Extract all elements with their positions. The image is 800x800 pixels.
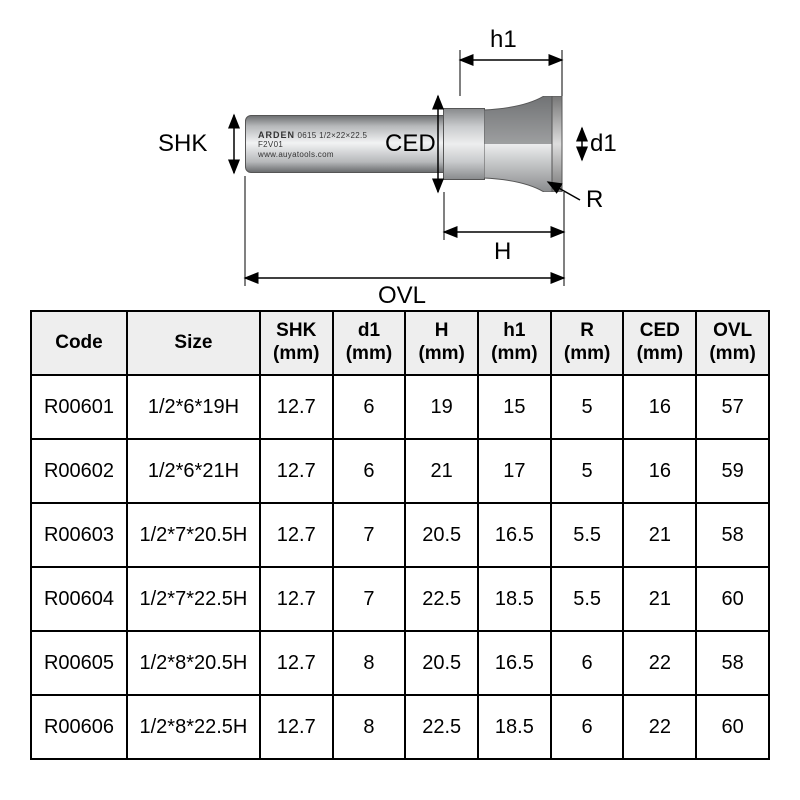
table-cell: 6 [551,695,624,759]
table-cell: 20.5 [405,631,478,695]
table-cell: 18.5 [478,695,551,759]
table-cell: 16 [623,375,696,439]
col-h: H(mm) [405,311,478,375]
table-cell: 12.7 [260,695,333,759]
table-cell: 5.5 [551,503,624,567]
table-cell: 22 [623,695,696,759]
table-cell: 12.7 [260,503,333,567]
table-cell: 8 [333,695,406,759]
header-row: Code Size SHK(mm) d1(mm) H(mm) h1(mm) R(… [31,311,769,375]
col-ovl: OVL(mm) [696,311,769,375]
table-cell: 60 [696,567,769,631]
table-cell: 8 [333,631,406,695]
table-row: R006021/2*6*21H12.76211751659 [31,439,769,503]
table-cell: R00602 [31,439,127,503]
table-cell: 1/2*6*19H [127,375,260,439]
table-cell: 1/2*8*22.5H [127,695,260,759]
table-cell: 16.5 [478,503,551,567]
label-ovl: OVL [378,282,426,310]
label-shk: SHK [158,130,207,158]
table-cell: 21 [405,439,478,503]
table-cell: 57 [696,375,769,439]
table-body: R006011/2*6*19H12.76191551657R006021/2*6… [31,375,769,759]
router-bit-diagram: ARDEN 0615 1/2×22×22.5 F2V01 www.auyatoo… [0,0,800,310]
table-cell: 22.5 [405,695,478,759]
col-ced: CED(mm) [623,311,696,375]
table-cell: 19 [405,375,478,439]
col-code: Code [31,311,127,375]
table-cell: 17 [478,439,551,503]
table-cell: 16.5 [478,631,551,695]
table-cell: 18.5 [478,567,551,631]
table-cell: 5.5 [551,567,624,631]
table-cell: 16 [623,439,696,503]
table-cell: R00606 [31,695,127,759]
spec-table: Code Size SHK(mm) d1(mm) H(mm) h1(mm) R(… [30,310,770,760]
col-shk: SHK(mm) [260,311,333,375]
table-cell: 21 [623,503,696,567]
table-cell: R00603 [31,503,127,567]
table-cell: R00604 [31,567,127,631]
table-cell: 1/2*7*20.5H [127,503,260,567]
table-cell: 1/2*8*20.5H [127,631,260,695]
label-h: H [494,238,511,266]
table-cell: 5 [551,375,624,439]
table-row: R006011/2*6*19H12.76191551657 [31,375,769,439]
table-cell: 21 [623,567,696,631]
table-cell: 22.5 [405,567,478,631]
table-cell: 12.7 [260,631,333,695]
table-cell: 6 [551,631,624,695]
table-cell: 20.5 [405,503,478,567]
table-cell: 1/2*7*22.5H [127,567,260,631]
table-cell: 6 [333,439,406,503]
table-cell: R00605 [31,631,127,695]
table-row: R006061/2*8*22.5H12.7822.518.562260 [31,695,769,759]
table-cell: 58 [696,503,769,567]
table-cell: 15 [478,375,551,439]
table-cell: 12.7 [260,567,333,631]
table-cell: R00601 [31,375,127,439]
table-cell: 22 [623,631,696,695]
table-cell: 5 [551,439,624,503]
col-h1: h1(mm) [478,311,551,375]
table-row: R006031/2*7*20.5H12.7720.516.55.52158 [31,503,769,567]
table-cell: 12.7 [260,439,333,503]
col-d1: d1(mm) [333,311,406,375]
table-row: R006041/2*7*22.5H12.7722.518.55.52160 [31,567,769,631]
label-d1: d1 [590,130,617,158]
table-cell: 7 [333,567,406,631]
label-r: R [586,186,603,214]
table-cell: 7 [333,503,406,567]
col-r: R(mm) [551,311,624,375]
col-size: Size [127,311,260,375]
spec-table-container: Code Size SHK(mm) d1(mm) H(mm) h1(mm) R(… [30,310,770,760]
table-cell: 60 [696,695,769,759]
table-cell: 12.7 [260,375,333,439]
table-cell: 6 [333,375,406,439]
table-cell: 1/2*6*21H [127,439,260,503]
table-cell: 59 [696,439,769,503]
table-row: R006051/2*8*20.5H12.7820.516.562258 [31,631,769,695]
table-cell: 58 [696,631,769,695]
label-ced: CED [385,130,436,158]
label-h1: h1 [490,26,517,54]
